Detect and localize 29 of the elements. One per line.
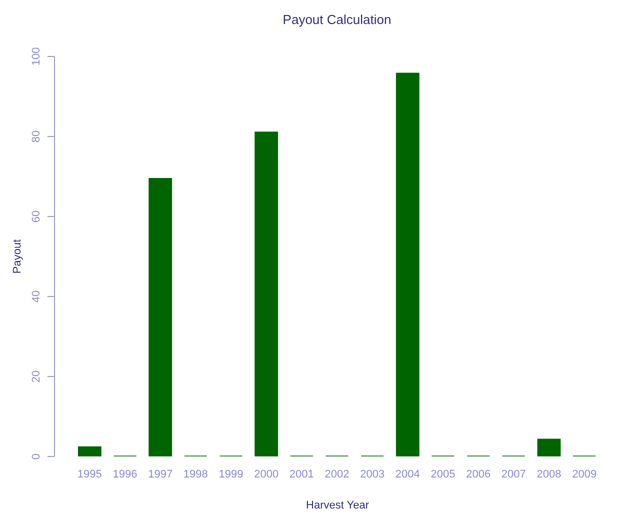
x-axis-title: Harvest Year — [306, 500, 370, 512]
bar — [254, 132, 278, 456]
x-tick-label: 1996 — [112, 468, 138, 480]
x-tick-label: 2009 — [572, 468, 597, 480]
x-tick-label: 2002 — [324, 468, 350, 480]
chart-title: Payout Calculation — [282, 12, 392, 27]
x-tick-label: 1999 — [218, 468, 244, 480]
y-axis-title: Payout — [12, 239, 24, 274]
x-tick-label: 1998 — [183, 468, 208, 480]
y-tick-label: 100 — [30, 47, 42, 66]
y-tick-label: 20 — [30, 370, 42, 383]
bar — [148, 178, 172, 456]
x-tick-label: 2004 — [395, 468, 420, 480]
bar — [537, 438, 561, 456]
x-tick-label: 2000 — [254, 468, 279, 480]
x-tick-label: 2008 — [536, 468, 562, 480]
x-tick-label: 2003 — [360, 468, 385, 480]
y-tick-label: 0 — [30, 453, 42, 460]
y-tick-label: 40 — [30, 290, 42, 303]
x-tick-label: 2006 — [466, 468, 491, 480]
x-tick-label: 2005 — [430, 468, 456, 480]
y-tick-label: 80 — [30, 130, 42, 143]
x-tick-label: 2007 — [501, 468, 526, 480]
bar — [396, 72, 420, 456]
y-tick-label: 60 — [30, 210, 42, 223]
x-tick-label: 1997 — [148, 468, 173, 480]
x-tick-label: 1995 — [77, 468, 102, 480]
x-tick-label: 2001 — [289, 468, 314, 480]
bar — [78, 446, 102, 456]
